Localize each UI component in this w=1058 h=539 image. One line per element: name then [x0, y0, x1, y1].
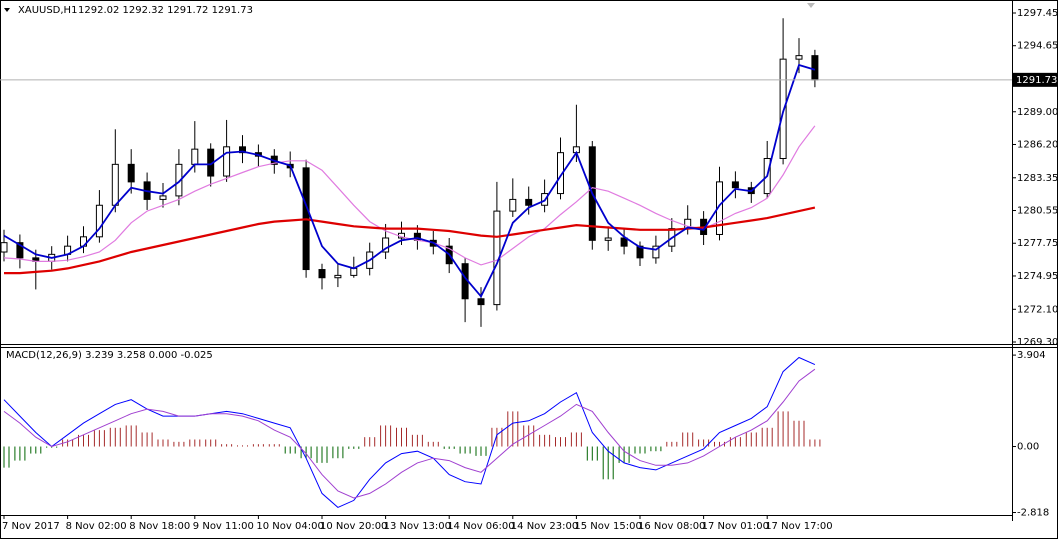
ohlc-label: 1292.02 1292.32 1291.72 1291.73: [78, 5, 253, 16]
candle-body: [779, 58, 787, 160]
symbol-title: XAUUSD,H1: [18, 5, 77, 16]
x-tick-label: 14 Nov 23:00: [511, 521, 578, 532]
x-tick-label: 10 Nov 04:00: [256, 521, 323, 532]
candle-body: [318, 269, 326, 279]
y-tick-label: 1277.75: [1017, 238, 1058, 249]
y-tick-label: 1283.35: [1017, 173, 1058, 184]
candle-body: [111, 163, 119, 206]
candle-body: [16, 242, 24, 259]
candle-body: [604, 237, 612, 241]
x-tick-label: 8 Nov 18:00: [129, 521, 190, 532]
candle-body: [652, 245, 660, 259]
line-series: [3, 368, 816, 499]
candle-body: [223, 146, 231, 177]
x-tick-label: 9 Nov 11:00: [193, 521, 254, 532]
y-tick-label: 1280.55: [1017, 206, 1058, 217]
last-price-box: [1013, 72, 1058, 87]
y-tick-label: 1294.65: [1017, 41, 1058, 52]
candle-body: [175, 163, 183, 197]
y-tick-label: 1297.45: [1017, 8, 1058, 19]
candle-body: [95, 204, 103, 238]
candle-body: [716, 181, 723, 235]
candle-body: [636, 245, 644, 259]
last-price-label: 1291.73: [1016, 75, 1057, 86]
x-tick-label: 7 Nov 2017: [2, 521, 60, 532]
candle-body: [477, 298, 485, 306]
candle-body: [620, 237, 628, 247]
candle-body: [795, 55, 803, 60]
y-tick-label: 1269.30: [1017, 337, 1058, 348]
x-tick-label: 17 Nov 17:00: [765, 521, 832, 532]
x-tick-label: 8 Nov 02:00: [66, 521, 127, 532]
x-tick-label: 10 Nov 20:00: [320, 521, 387, 532]
line-series: [3, 63, 816, 299]
candle-body: [0, 242, 8, 253]
y-tick-label: 1289.00: [1017, 107, 1058, 118]
y-tick-label: 0.00: [1017, 442, 1039, 453]
menu-arrow[interactable]: [4, 8, 10, 12]
candle-body: [509, 198, 517, 212]
line-series: [3, 356, 816, 508]
macd-title: MACD(12,26,9) 3.239 3.258 0.000 -0.025: [6, 350, 213, 361]
x-tick-label: 17 Nov 01:00: [702, 521, 769, 532]
candle-body: [334, 274, 342, 279]
candle-body: [127, 163, 135, 183]
y-tick-label: 3.904: [1017, 350, 1046, 361]
x-tick-label: 13 Nov 13:00: [384, 521, 451, 532]
candle-body: [731, 181, 739, 189]
y-tick-label: -2.818: [1017, 508, 1049, 519]
candle-body: [350, 267, 358, 276]
candle-body: [811, 55, 819, 81]
y-tick-label: 1286.20: [1017, 139, 1058, 150]
y-tick-label: 1272.10: [1017, 304, 1058, 315]
line-series: [4, 206, 816, 275]
shift-marker: [807, 3, 815, 8]
candle-body: [382, 237, 390, 253]
x-tick-label: 16 Nov 08:00: [638, 521, 705, 532]
y-tick-label: 1274.95: [1017, 271, 1058, 282]
candle-body: [239, 146, 246, 154]
x-tick-label: 14 Nov 06:00: [447, 521, 514, 532]
candle-body: [525, 198, 533, 206]
candle-body: [159, 195, 167, 200]
candle-body: [191, 148, 199, 165]
x-tick-label: 15 Nov 15:00: [574, 521, 641, 532]
